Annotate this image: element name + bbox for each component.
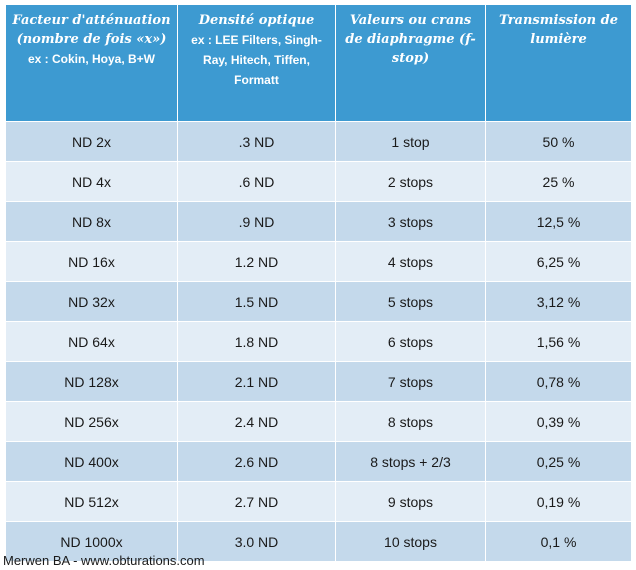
table-row: ND 512x 2.7 ND 9 stops 0,19 % [5, 481, 632, 522]
cell-optical-density: .9 ND [177, 201, 336, 242]
table-row: ND 16x 1.2 ND 4 stops 6,25 % [5, 241, 632, 282]
header-attenuation: Facteur d'atténuation (nombre de fois «x… [5, 4, 178, 122]
cell-f-stops: 3 stops [335, 201, 486, 242]
table-row: ND 2x .3 ND 1 stop 50 % [5, 121, 632, 162]
cell-optical-density: 2.4 ND [177, 401, 336, 442]
cell-attenuation: ND 128x [5, 361, 178, 402]
cell-transmission: 6,25 % [485, 241, 632, 282]
cell-attenuation: ND 256x [5, 401, 178, 442]
cell-transmission: 3,12 % [485, 281, 632, 322]
cell-transmission: 50 % [485, 121, 632, 162]
header-subtitle: ex : Cokin, Hoya, B+W [27, 52, 156, 66]
header-f-stops: Valeurs ou crans de diaphragme (f-stop) [335, 4, 486, 122]
cell-transmission: 0,25 % [485, 441, 632, 482]
header-optical-density: Densité optique ex : LEE Filters, Singh-… [177, 4, 336, 122]
header-title: Transmission de lumière [498, 13, 619, 47]
cell-optical-density: 1.5 ND [177, 281, 336, 322]
cell-optical-density: 1.2 ND [177, 241, 336, 282]
credit-text: Merwen BA - www.obturations.com [3, 553, 205, 568]
cell-transmission: 0,39 % [485, 401, 632, 442]
cell-f-stops: 2 stops [335, 161, 486, 202]
cell-attenuation: ND 64x [5, 321, 178, 362]
header-title: Facteur d'atténuation (nombre de fois «x… [12, 13, 171, 47]
table-row: ND 4x .6 ND 2 stops 25 % [5, 161, 632, 202]
cell-attenuation: ND 1000x [5, 521, 178, 562]
cell-attenuation: ND 512x [5, 481, 178, 522]
cell-optical-density: 2.7 ND [177, 481, 336, 522]
table-row: ND 8x .9 ND 3 stops 12,5 % [5, 201, 632, 242]
cell-optical-density: 2.1 ND [177, 361, 336, 402]
table-body: ND 2x .3 ND 1 stop 50 % ND 4x .6 ND 2 stops 25 … [5, 121, 632, 562]
cell-optical-density: 1.8 ND [177, 321, 336, 362]
cell-f-stops: 1 stop [335, 121, 486, 162]
cell-transmission: 0,1 % [485, 521, 632, 562]
nd-filter-table: Facteur d'atténuation (nombre de fois «x… [5, 4, 632, 562]
cell-optical-density: .6 ND [177, 161, 336, 202]
cell-attenuation: ND 4x [5, 161, 178, 202]
header-title: Densité optique [198, 13, 315, 28]
table-row: ND 128x 2.1 ND 7 stops 0,78 % [5, 361, 632, 402]
cell-transmission: 0,78 % [485, 361, 632, 402]
header-subtitle: ex : LEE Filters, Singh-Ray, Hitech, Tif… [191, 33, 322, 87]
cell-transmission: 25 % [485, 161, 632, 202]
cell-attenuation: ND 8x [5, 201, 178, 242]
table-row: ND 32x 1.5 ND 5 stops 3,12 % [5, 281, 632, 322]
cell-attenuation: ND 32x [5, 281, 178, 322]
cell-f-stops: 7 stops [335, 361, 486, 402]
cell-f-stops: 8 stops + 2/3 [335, 441, 486, 482]
header-transmission: Transmission de lumière [485, 4, 632, 122]
table-row: ND 1000x 3.0 ND 10 stops 0,1 % [5, 521, 632, 562]
cell-f-stops: 5 stops [335, 281, 486, 322]
cell-attenuation: ND 400x [5, 441, 178, 482]
cell-f-stops: 10 stops [335, 521, 486, 562]
cell-transmission: 1,56 % [485, 321, 632, 362]
table-header-row: Facteur d'atténuation (nombre de fois «x… [5, 4, 632, 122]
header-title: Valeurs ou crans de diaphragme (f-stop) [345, 13, 476, 66]
cell-attenuation: ND 16x [5, 241, 178, 282]
table-row: ND 400x 2.6 ND 8 stops + 2/3 0,25 % [5, 441, 632, 482]
cell-attenuation: ND 2x [5, 121, 178, 162]
cell-optical-density: .3 ND [177, 121, 336, 162]
cell-optical-density: 2.6 ND [177, 441, 336, 482]
cell-f-stops: 9 stops [335, 481, 486, 522]
cell-f-stops: 6 stops [335, 321, 486, 362]
cell-transmission: 12,5 % [485, 201, 632, 242]
table-row: ND 64x 1.8 ND 6 stops 1,56 % [5, 321, 632, 362]
table-row: ND 256x 2.4 ND 8 stops 0,39 % [5, 401, 632, 442]
cell-f-stops: 8 stops [335, 401, 486, 442]
cell-f-stops: 4 stops [335, 241, 486, 282]
cell-transmission: 0,19 % [485, 481, 632, 522]
